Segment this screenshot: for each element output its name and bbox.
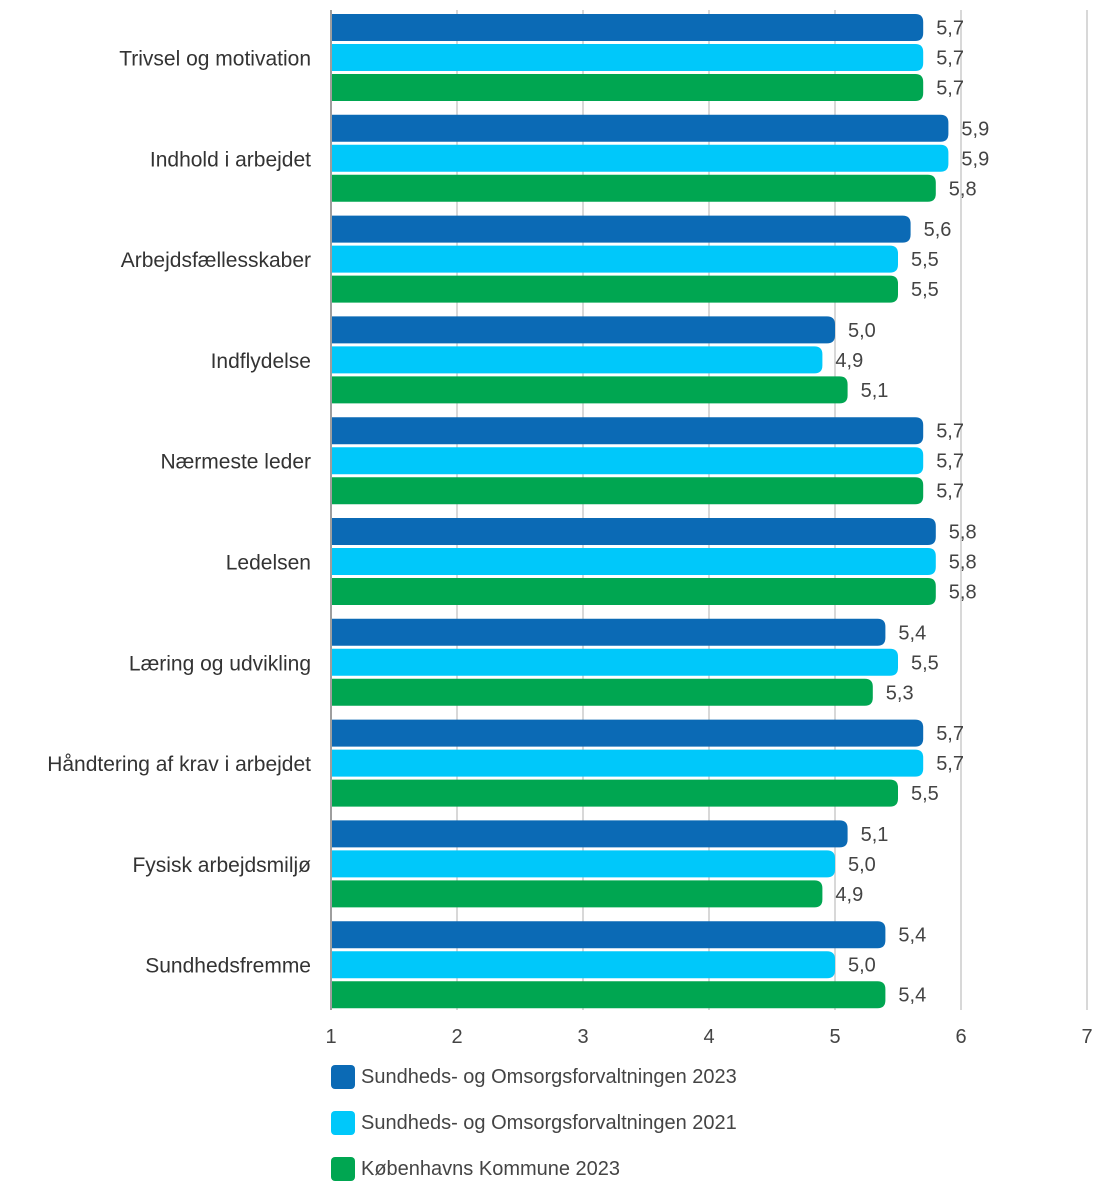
data-label-2-series-0: 5,6 xyxy=(924,219,952,241)
legend-item-sof-2021: Sundheds- og Omsorgsforvaltningen 2021 xyxy=(331,1108,737,1138)
bar-9-series-0 xyxy=(331,921,886,949)
data-label-2-series-2: 5,5 xyxy=(911,279,939,301)
bar-5-series-0 xyxy=(331,518,936,545)
data-label-1-series-2: 5,8 xyxy=(949,178,977,200)
data-label-3-series-0: 5,0 xyxy=(848,320,876,342)
legend-swatch-sof-2021 xyxy=(331,1111,355,1135)
legend-label-sof-2023: Sundheds- og Omsorgsforvaltningen 2023 xyxy=(361,1065,737,1088)
category-label-7: Håndtering af krav i arbejdet xyxy=(47,753,311,776)
x-tick-label-3: 3 xyxy=(577,1026,588,1048)
x-tick-label-1: 1 xyxy=(325,1026,336,1048)
category-label-8: Fysisk arbejdsmiljø xyxy=(132,854,311,877)
data-label-9-series-1: 5,0 xyxy=(848,955,876,977)
data-label-6-series-1: 5,5 xyxy=(911,652,939,674)
data-label-8-series-0: 5,1 xyxy=(861,824,889,846)
bar-0-series-0 xyxy=(331,14,924,41)
data-label-4-series-0: 5,7 xyxy=(936,421,964,443)
data-label-0-series-2: 5,7 xyxy=(936,78,964,100)
data-label-8-series-2: 4,9 xyxy=(835,884,863,906)
bar-4-series-2 xyxy=(331,477,924,505)
data-label-1-series-0: 5,9 xyxy=(961,118,989,140)
legend-item-sof-2023: Sundheds- og Omsorgsforvaltningen 2023 xyxy=(331,1062,737,1092)
bar-3-series-1 xyxy=(331,346,823,374)
bar-8-series-1 xyxy=(331,850,835,878)
bar-chart: 5,7 5,7 5,7 Trivsel og motivation 5,9 5,9 5,8 I… xyxy=(47,10,1093,1048)
legend-label-kk-2023: Københavns Kommune 2023 xyxy=(361,1157,621,1180)
x-tick-label-4: 4 xyxy=(703,1026,714,1048)
data-label-8-series-1: 5,0 xyxy=(848,854,876,876)
x-tick-label-2: 2 xyxy=(451,1026,462,1048)
data-label-0-series-0: 5,7 xyxy=(936,18,964,40)
bar-3-series-0 xyxy=(331,316,835,344)
category-label-6: Læring og udvikling xyxy=(129,652,311,675)
bar-0-series-1 xyxy=(331,44,924,71)
bar-6-series-2 xyxy=(331,678,873,706)
data-label-1-series-1: 5,9 xyxy=(961,148,989,170)
legend-swatch-kk-2023 xyxy=(331,1157,355,1181)
x-tick-label-5: 5 xyxy=(829,1026,840,1048)
bar-7-series-0 xyxy=(331,719,924,747)
category-label-9: Sundhedsfremme xyxy=(145,955,311,978)
bar-5-series-2 xyxy=(331,578,936,605)
category-label-4: Nærmeste leder xyxy=(160,451,311,474)
category-label-1: Indhold i arbejdet xyxy=(150,148,311,171)
bar-8-series-2 xyxy=(331,880,823,908)
category-label-3: Indflydelse xyxy=(211,350,311,373)
category-label-5: Ledelsen xyxy=(226,552,311,575)
data-label-7-series-1: 5,7 xyxy=(936,753,964,775)
data-label-0-series-1: 5,7 xyxy=(936,48,964,70)
category-label-2: Arbejdsfællesskaber xyxy=(121,249,311,272)
bar-2-series-0 xyxy=(331,215,911,243)
bar-1-series-1 xyxy=(331,144,949,172)
bar-9-series-2 xyxy=(331,981,886,1009)
x-tick-label-7: 7 xyxy=(1081,1026,1092,1048)
bar-8-series-0 xyxy=(331,820,848,848)
data-label-4-series-1: 5,7 xyxy=(936,451,964,473)
data-label-5-series-0: 5,8 xyxy=(949,522,977,544)
bar-5-series-1 xyxy=(331,548,936,575)
bar-9-series-1 xyxy=(331,951,835,979)
legend-item-kk-2023: Københavns Kommune 2023 xyxy=(331,1154,737,1184)
x-tick-label-6: 6 xyxy=(955,1026,966,1048)
bar-7-series-2 xyxy=(331,779,898,807)
bar-2-series-2 xyxy=(331,275,898,303)
bar-7-series-1 xyxy=(331,749,924,777)
data-label-7-series-2: 5,5 xyxy=(911,783,939,805)
legend-label-sof-2021: Sundheds- og Omsorgsforvaltningen 2021 xyxy=(361,1111,737,1134)
bar-6-series-1 xyxy=(331,648,898,676)
data-label-2-series-1: 5,5 xyxy=(911,249,939,271)
bar-4-series-1 xyxy=(331,447,924,475)
data-label-6-series-0: 5,4 xyxy=(898,622,926,644)
category-label-0: Trivsel og motivation xyxy=(119,48,311,71)
bar-1-series-2 xyxy=(331,174,936,202)
data-label-4-series-2: 5,7 xyxy=(936,481,964,503)
legend: Sundheds- og Omsorgsforvaltningen 2023 S… xyxy=(331,1062,737,1200)
legend-swatch-sof-2023 xyxy=(331,1065,355,1089)
bar-2-series-1 xyxy=(331,245,898,273)
bar-0-series-2 xyxy=(331,74,924,101)
data-label-5-series-1: 5,8 xyxy=(949,552,977,574)
bar-6-series-0 xyxy=(331,618,886,646)
bar-4-series-0 xyxy=(331,417,924,445)
data-label-5-series-2: 5,8 xyxy=(949,582,977,604)
data-label-6-series-2: 5,3 xyxy=(886,682,914,704)
data-label-3-series-2: 5,1 xyxy=(861,380,889,402)
data-label-7-series-0: 5,7 xyxy=(936,723,964,745)
bar-1-series-0 xyxy=(331,114,949,142)
bar-3-series-2 xyxy=(331,376,848,404)
data-label-3-series-1: 4,9 xyxy=(835,350,863,372)
data-label-9-series-0: 5,4 xyxy=(898,925,926,947)
data-label-9-series-2: 5,4 xyxy=(898,985,926,1007)
